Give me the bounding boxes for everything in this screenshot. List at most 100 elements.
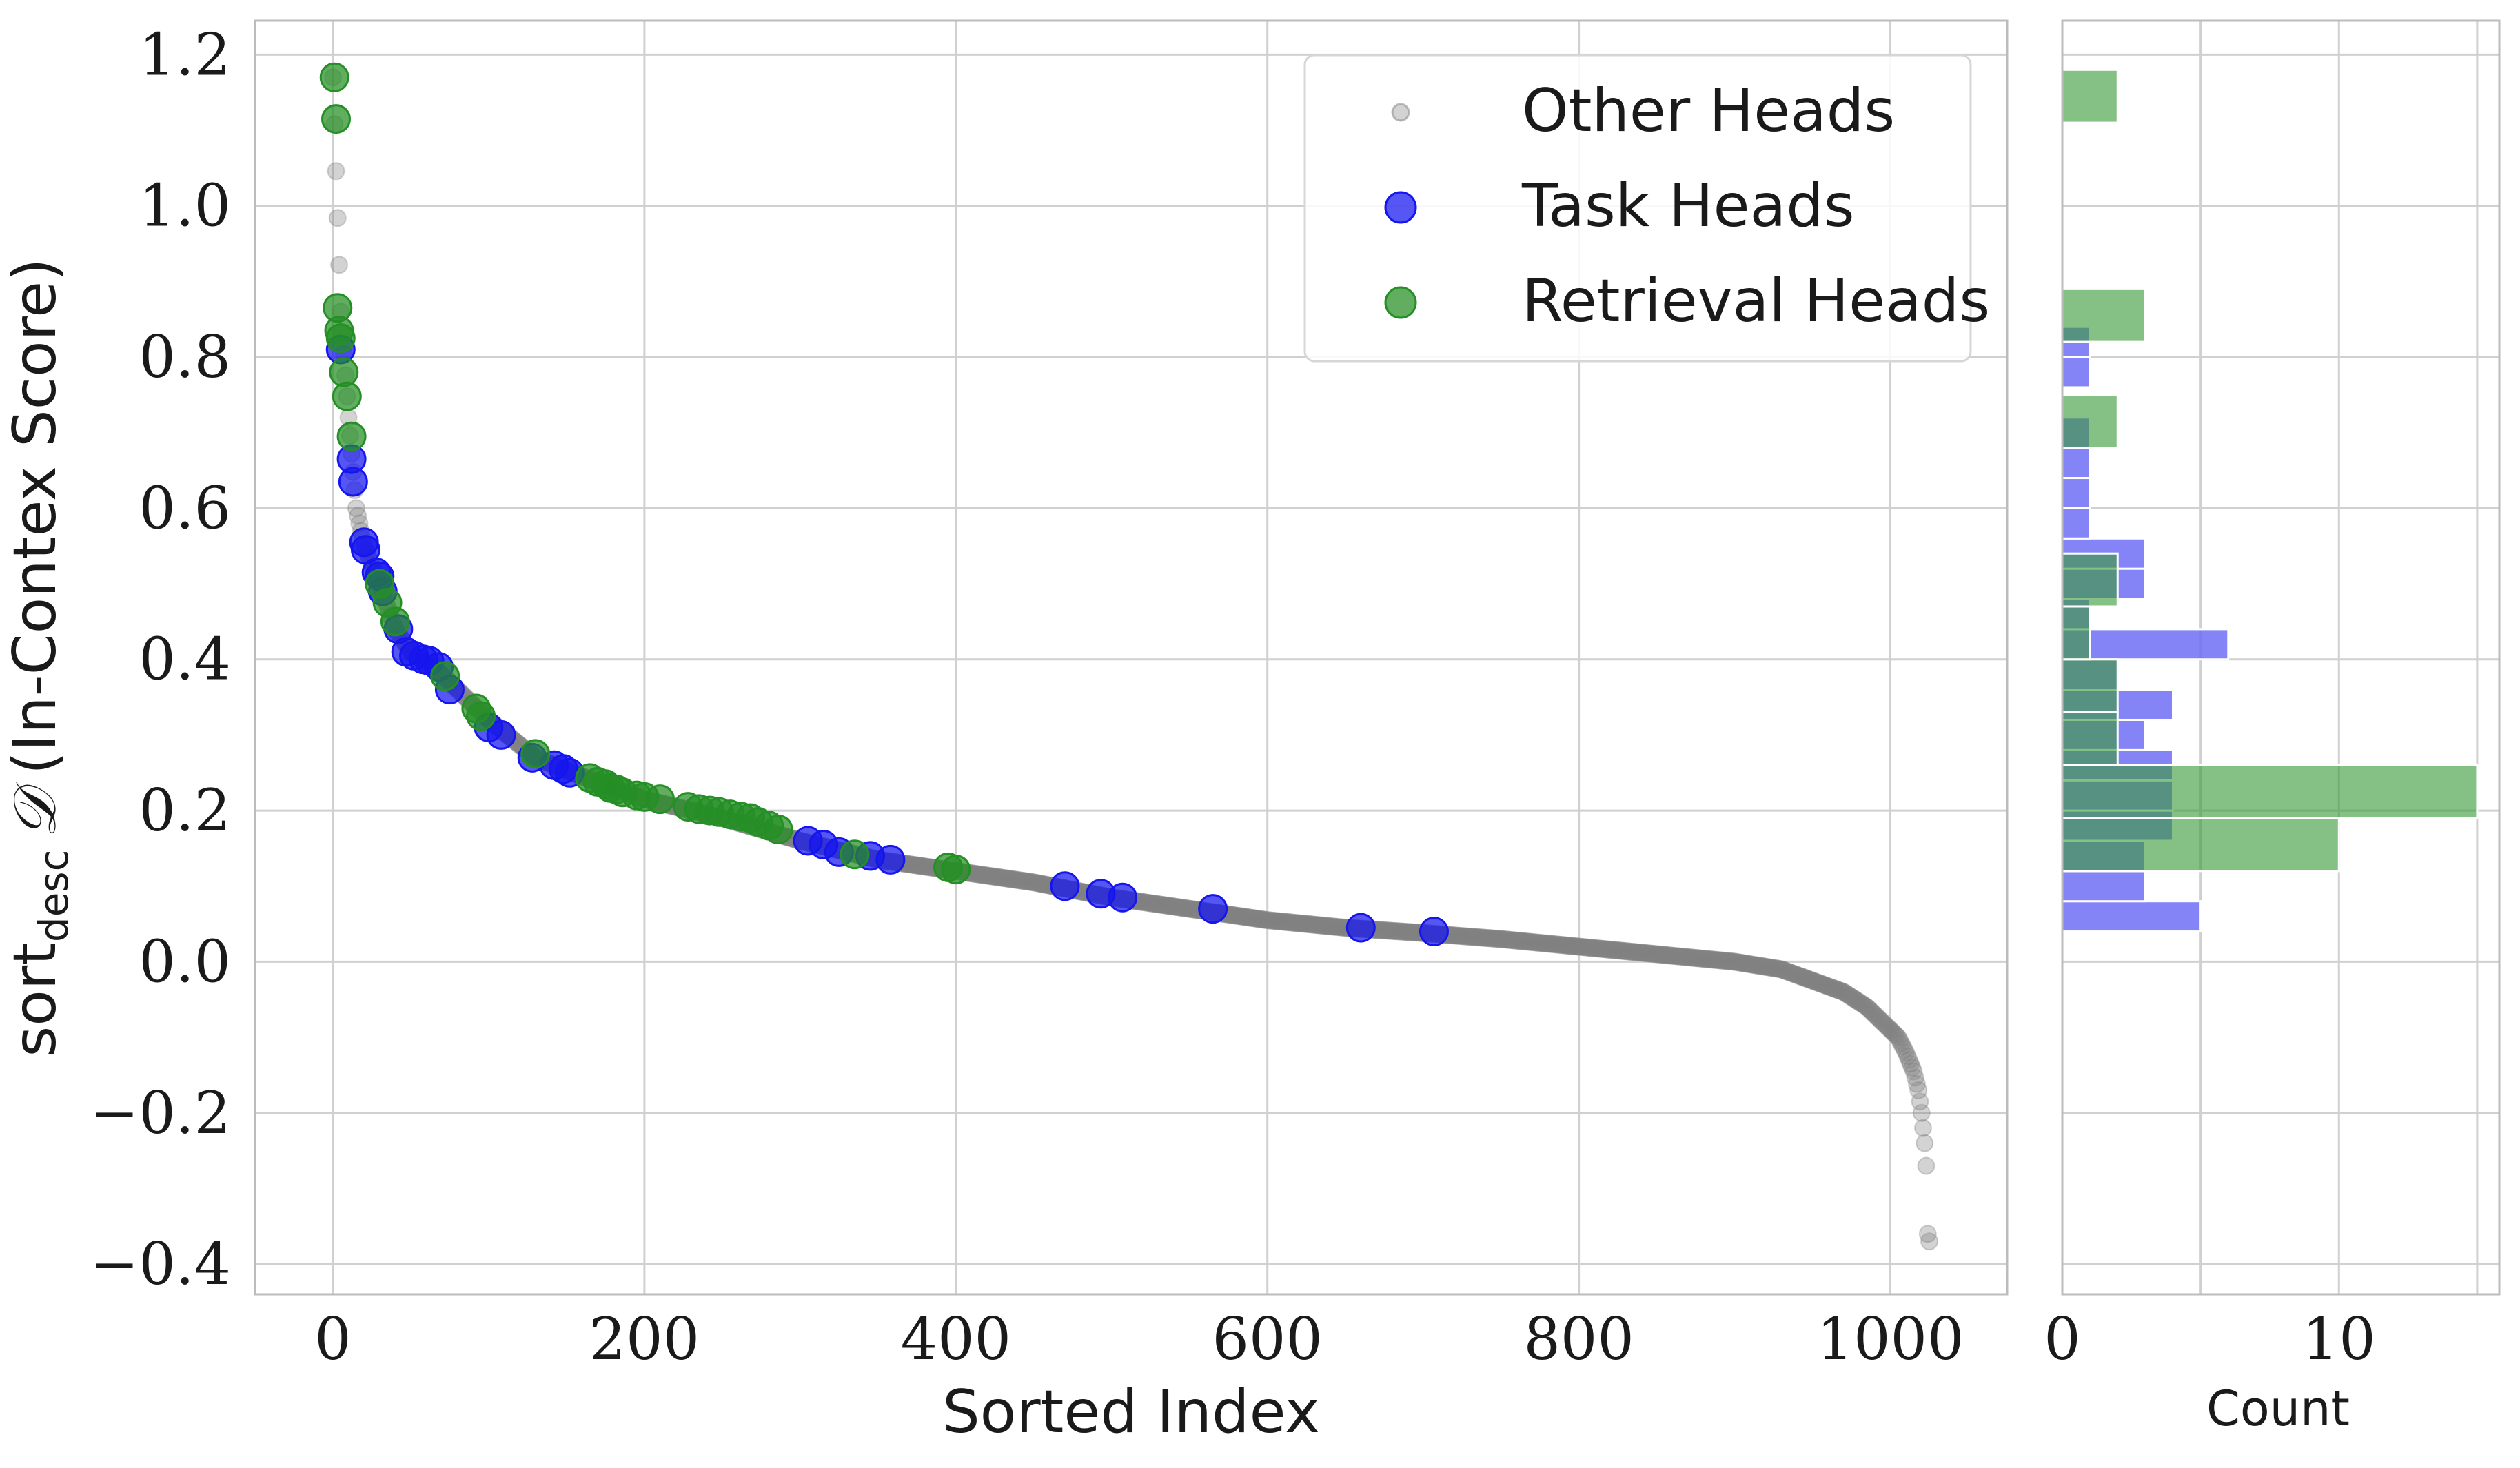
other-head-point [1822,978,1840,997]
other-head-point [1301,915,1320,934]
other-head-point [1654,946,1672,964]
other-head-point [1785,964,1803,983]
other-head-point [1237,908,1255,926]
retrieval-histogram-bar [2061,68,2119,124]
other-head-point [1385,921,1404,940]
other-head-point [1920,1232,1939,1251]
other-head-point [1886,1025,1904,1043]
other-head-point [1875,1015,1893,1033]
other-head-point [1783,964,1802,983]
other-head-point [1909,1081,1928,1099]
legend-marker-task [1384,191,1417,224]
other-head-point [1292,914,1311,932]
other-head-point [1840,987,1859,1006]
other-head-point [1713,951,1731,970]
other-head-point [1709,951,1728,970]
other-head-point [1249,910,1268,928]
other-head-point [1512,932,1531,950]
other-head-point [1456,927,1474,946]
other-head-point [1013,871,1032,890]
other-head-point [1723,952,1741,970]
other-head-point [1509,931,1527,950]
other-head-point [1272,913,1291,931]
other-head-point [1603,941,1621,959]
other-head-point [1741,955,1760,974]
other-head-point [1907,1074,1926,1093]
other-head-point [977,866,996,885]
other-head-point [1638,944,1657,963]
other-head-point [1487,930,1505,948]
histogram-x-tick-labels: 0 10 [2044,1305,2375,1373]
histogram-x-tick-label: 10 [2302,1305,2376,1373]
other-head-point [1177,899,1196,918]
other-head-point [975,866,993,884]
other-head-point [1289,914,1308,932]
other-head-point [1687,948,1705,967]
other-head-point [1798,970,1817,988]
legend-label-other: Other Heads [1522,77,1895,145]
other-head-point [1157,896,1175,915]
other-head-point [1881,1021,1900,1039]
scatter-x-tick-labels: 0 200 400 600 800 1000 [314,1305,1964,1373]
other-head-point [982,867,1001,886]
other-head-point [1859,999,1878,1018]
other-head-point [1395,922,1414,941]
other-head-point [1573,937,1592,956]
task-head-point [1419,917,1449,947]
other-head-point [1711,951,1730,970]
other-head-point [1750,957,1769,975]
other-head-point [1887,1026,1906,1045]
retrieval-heads-series [319,62,971,885]
other-head-point [1556,936,1574,955]
other-head-point [1390,922,1409,941]
other-head-point [1911,1092,1929,1111]
other-head-point [1174,899,1192,917]
other-head-point [1010,871,1029,890]
other-head-point [1844,989,1862,1008]
other-head-point [1582,939,1601,957]
scatter-x-axis-label: Sorted Index [942,1378,1320,1447]
other-head-point [1266,912,1285,930]
other-head-point [1383,921,1401,940]
other-head-point [1138,893,1157,912]
other-head-point [1873,1013,1892,1032]
other-head-point [1641,944,1660,963]
y-tick-label: −0.2 [90,1079,231,1147]
other-head-point [1503,931,1521,950]
other-head-point [1729,953,1747,972]
retrieval-head-point [329,357,359,387]
other-head-point [1551,935,1569,954]
other-head-point [1467,928,1485,946]
histogram-x-tick-label: 0 [2044,1305,2080,1373]
other-head-point [1389,922,1408,941]
other-head-point [1607,941,1625,959]
y-label-sort: sort [1,942,70,1057]
other-head-point [1314,917,1333,935]
other-head-point [1755,957,1774,976]
task-histogram-bar [2061,900,2202,933]
other-head-point [1864,1004,1882,1023]
other-head-point [1375,921,1394,939]
other-head-point [1238,908,1257,926]
other-head-point [1599,940,1618,959]
other-head-point [1295,915,1314,933]
other-head-point [1891,1031,1909,1050]
other-head-point [1640,944,1658,963]
other-head-point [1683,948,1702,967]
other-head-point [1609,941,1627,959]
other-head-point [1651,945,1669,964]
other-head-point [915,857,934,876]
other-head-point [1623,942,1641,961]
other-head-point [1461,928,1479,946]
scatter-plot-frame [254,19,2009,1296]
other-head-point [1774,961,1792,979]
other-head-point [1817,977,1836,995]
other-head-point [1144,895,1163,913]
other-head-point [1141,894,1160,913]
other-head-point [1756,957,1775,976]
other-head-point [1541,935,1560,953]
other-head-point [1834,983,1853,1001]
other-head-point [1558,936,1577,955]
other-head-point [1012,871,1030,890]
legend-label-retrieval: Retrieval Heads [1522,267,1990,336]
